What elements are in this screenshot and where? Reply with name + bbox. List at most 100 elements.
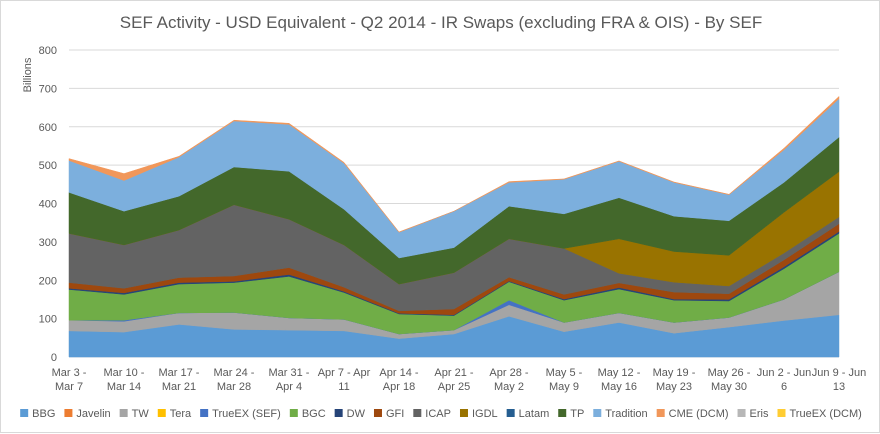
x-tick-label-line: Apr 25	[438, 381, 470, 393]
x-tick-label-line: May 5 -	[546, 367, 583, 379]
legend-item: DW	[334, 408, 366, 420]
legend-swatch	[656, 409, 665, 417]
x-tick-label-line: 11	[338, 381, 349, 393]
y-tick-label: 300	[39, 237, 57, 249]
x-tick-label: Apr 7 - Apr 11	[318, 367, 371, 393]
legend-item: TP	[558, 408, 584, 420]
legend-swatch	[20, 409, 29, 417]
x-tick-label-line: Mar 14	[107, 381, 141, 393]
x-tick-label-line: Mar 10 -	[104, 367, 145, 379]
x-tick-label-line: Mar 7	[55, 381, 83, 393]
legend-item: ICAP	[413, 408, 451, 420]
legend-item: Eris	[737, 408, 769, 420]
legend-swatch	[777, 409, 786, 417]
legend-label: TrueEX (DCM)	[789, 408, 861, 420]
legend-swatch	[334, 409, 343, 417]
legend-swatch	[200, 409, 209, 417]
y-tick-label: 100	[39, 314, 57, 326]
x-tick-label: May 26 - May 30	[708, 367, 751, 393]
x-tick-label: Apr 14 - Apr 18	[379, 367, 418, 393]
x-tick-label-line: Mar 17 -	[159, 367, 200, 379]
x-tick-label: Mar 10 - Mar 14	[104, 367, 145, 393]
y-axis-label: Billions	[22, 57, 34, 92]
x-tick-label: Mar 3 - Mar 7	[52, 367, 87, 393]
x-tick-label-line: Apr 28 -	[489, 367, 528, 379]
x-tick-label-line: Mar 24 -	[214, 367, 255, 379]
x-tick-label-line: May 30	[711, 381, 747, 393]
x-tick-label-line: Apr 4	[276, 381, 302, 393]
y-tick-label: 800	[39, 45, 57, 57]
x-tick-label-line: May 19 -	[653, 367, 696, 379]
x-tick-label-line: May 26 -	[708, 367, 751, 379]
x-axis-ticks: Mar 3 - Mar 7 Mar 10 - Mar 14 Mar 17 - Mar 21…	[52, 367, 867, 393]
x-tick-label: Apr 28 - May 2	[489, 367, 528, 393]
legend-swatch	[558, 409, 567, 417]
legend-label: Javelin	[76, 408, 110, 420]
x-tick-label: May 19 - May 23	[653, 367, 696, 393]
x-tick-label-line: May 12 -	[598, 367, 641, 379]
legend-swatch	[593, 409, 602, 417]
legend-swatch	[506, 409, 515, 417]
legend-item: Javelin	[64, 408, 111, 420]
legend-label: GFI	[386, 408, 404, 420]
legend-item: BGC	[289, 408, 326, 420]
legend-label: Latam	[519, 408, 550, 420]
y-tick-label: 600	[39, 122, 57, 134]
legend-label: Tradition	[605, 408, 647, 420]
legend-item: TrueEX (SEF)	[200, 408, 281, 420]
x-tick-label-line: Apr 7 - Apr	[318, 367, 371, 379]
x-tick-label-line: May 23	[656, 381, 692, 393]
legend-label: IGDL	[472, 408, 498, 420]
legend-item: CME (DCM)	[656, 408, 729, 420]
x-tick-label-line: May 16	[601, 381, 637, 393]
legend-item: Tera	[157, 408, 192, 420]
x-tick-label-line: Mar 21	[162, 381, 196, 393]
x-tick-label-line: Apr 18	[383, 381, 415, 393]
x-tick-label-line: May 9	[549, 381, 579, 393]
x-tick-label: Jun 2 - Jun 6	[757, 367, 811, 393]
legend-item: TrueEX (DCM)	[777, 408, 862, 420]
y-tick-label: 400	[39, 199, 57, 211]
legend-item: IGDL	[459, 408, 498, 420]
y-tick-label: 200	[39, 275, 57, 287]
x-tick-label-line: Apr 21 -	[434, 367, 473, 379]
x-tick-label-line: 13	[833, 381, 845, 393]
x-tick-label: Mar 24 - Mar 28	[214, 367, 255, 393]
y-tick-label: 0	[51, 352, 57, 364]
y-tick-label: 500	[39, 160, 57, 172]
x-tick-label: Mar 31 - Apr 4	[269, 367, 310, 393]
legend-swatch	[289, 409, 298, 417]
legend-item: GFI	[373, 408, 404, 420]
y-tick-label: 700	[39, 83, 57, 95]
x-tick-label: May 12 - May 16	[598, 367, 641, 393]
legend-swatch	[737, 409, 746, 417]
x-tick-label-line: 6	[781, 381, 787, 393]
x-tick-label: Jun 9 - Jun 13	[812, 367, 866, 393]
x-tick-label-line: Mar 28	[217, 381, 251, 393]
legend-item: Tradition	[593, 408, 648, 420]
legend-swatch	[64, 409, 73, 417]
x-tick-label: May 5 - May 9	[546, 367, 583, 393]
x-tick-label: Apr 21 - Apr 25	[434, 367, 473, 393]
legend-label: TP	[570, 408, 584, 420]
area-cme-dcm	[68, 95, 840, 233]
legend-label: BGC	[302, 408, 326, 420]
x-tick-label-line: Jun 2 - Jun	[757, 367, 811, 379]
legend-item: TW	[119, 408, 149, 420]
legend-swatch	[459, 409, 468, 417]
x-tick-label-line: Apr 14 -	[379, 367, 418, 379]
legend-swatch	[413, 409, 422, 417]
x-tick-label-line: Jun 9 - Jun	[812, 367, 866, 379]
legend: BBG Javelin TW Tera TrueEX (SEF) BGC DW GFI ICAP…	[20, 408, 862, 420]
legend-label: Eris	[750, 408, 769, 420]
legend-item: BBG	[20, 408, 55, 420]
legend-label: ICAP	[425, 408, 451, 420]
legend-label: DW	[347, 408, 366, 420]
legend-swatch	[157, 409, 166, 417]
legend-swatch	[373, 409, 382, 417]
chart-title: SEF Activity - USD Equivalent - Q2 2014 …	[120, 13, 762, 32]
legend-item: Latam	[506, 408, 550, 420]
x-tick-label-line: Mar 3 -	[52, 367, 87, 379]
